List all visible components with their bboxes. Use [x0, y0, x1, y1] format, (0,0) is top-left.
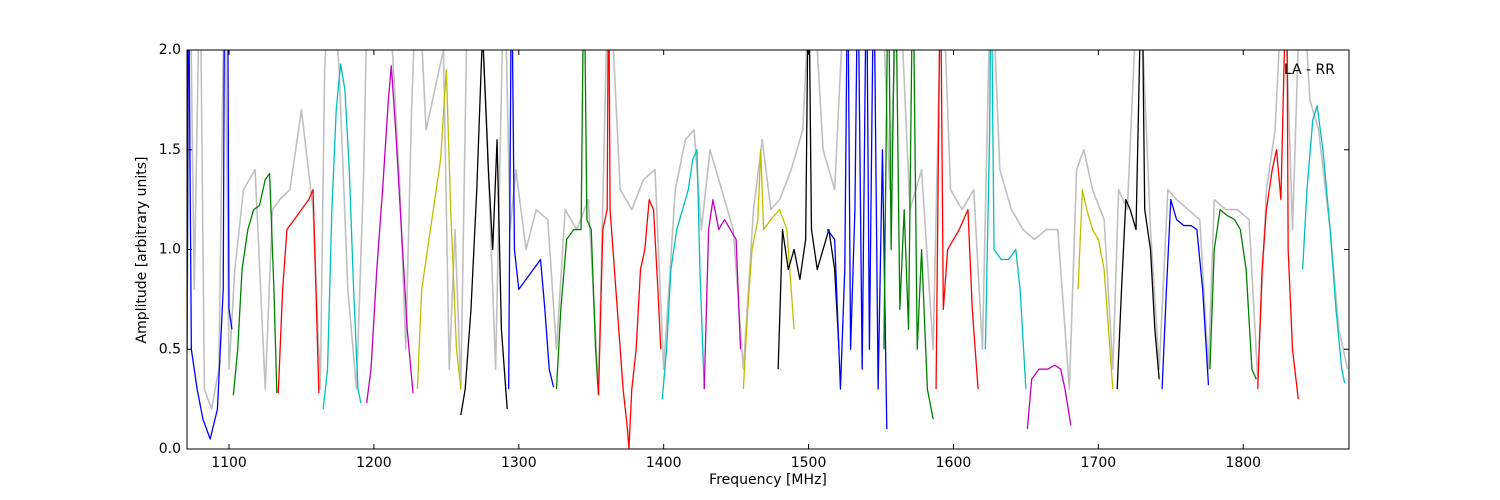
- series-line: [232, 173, 278, 396]
- series-line: [984, 50, 1027, 390]
- y-tick-label: 2.0: [159, 42, 181, 58]
- plot-lines: [187, 50, 1349, 449]
- series-line: [826, 50, 888, 430]
- series-line: [661, 149, 705, 400]
- series-line: [1077, 189, 1114, 390]
- series-line: [777, 50, 840, 370]
- y-tick-label: 0.5: [159, 341, 181, 357]
- x-tick-label: 1200: [356, 455, 392, 471]
- series-line: [703, 198, 742, 390]
- series-line: [742, 149, 795, 390]
- y-tick-label: 1.5: [159, 142, 181, 158]
- x-axis-label: Frequency [MHz]: [709, 472, 827, 488]
- series-line: [1116, 50, 1160, 390]
- series-line: [1161, 198, 1210, 390]
- annotation: LA - RR: [1284, 62, 1335, 78]
- y-tick-label: 1.0: [159, 242, 181, 258]
- y-axis-label: Amplitude [arbitrary units]: [134, 157, 150, 344]
- series-line: [187, 50, 1349, 410]
- series-line: [366, 65, 414, 404]
- x-tick-label: 1800: [1225, 455, 1261, 471]
- x-tick-label: 1300: [501, 455, 537, 471]
- series-line: [1026, 364, 1072, 430]
- series-line: [277, 189, 320, 394]
- series-line: [322, 63, 362, 410]
- series-line: [1209, 208, 1257, 380]
- series-line: [1257, 50, 1299, 400]
- x-tick-label: 1700: [1081, 455, 1117, 471]
- x-tick-label: 1400: [646, 455, 682, 471]
- x-tick-label: 1600: [936, 455, 972, 471]
- series-line: [508, 50, 555, 390]
- y-tick-label: 0.0: [159, 441, 181, 457]
- series-line: [187, 50, 233, 440]
- x-tick-label: 1500: [791, 455, 827, 471]
- series-line: [416, 69, 462, 390]
- series-line: [555, 50, 600, 396]
- series-line: [935, 50, 979, 390]
- series-line: [1301, 105, 1346, 384]
- series-line: [597, 50, 662, 449]
- series-line: [460, 50, 508, 416]
- series-line: [883, 50, 934, 420]
- x-tick-label: 1100: [211, 455, 247, 471]
